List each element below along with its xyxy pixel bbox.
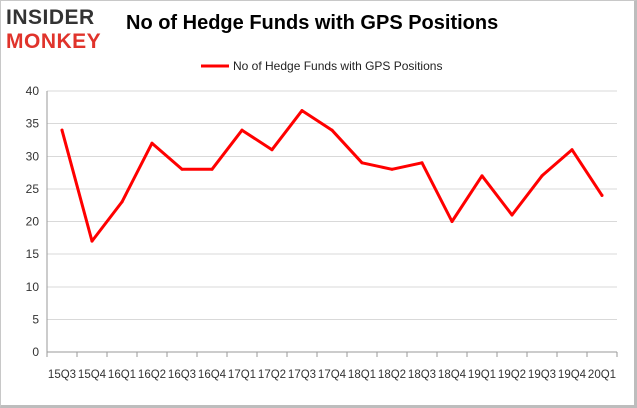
y-tick-label-25: 25 xyxy=(26,182,40,196)
x-tick-label-17Q4: 17Q4 xyxy=(318,369,347,381)
y-tick-label-15: 15 xyxy=(26,247,40,261)
x-tick-label-20Q1: 20Q1 xyxy=(588,369,616,381)
data-point-15Q3 xyxy=(60,128,64,132)
x-tick-label-18Q3: 18Q3 xyxy=(408,369,436,381)
data-point-15Q4 xyxy=(90,239,94,243)
x-tick-label-15Q4: 15Q4 xyxy=(78,369,107,381)
x-tick-label-17Q1: 17Q1 xyxy=(228,369,256,381)
x-tick-label-18Q4: 18Q4 xyxy=(438,369,467,381)
data-point-20Q1 xyxy=(600,193,604,197)
data-point-18Q1 xyxy=(360,161,364,165)
x-tick-label-19Q3: 19Q3 xyxy=(528,369,556,381)
data-point-16Q4 xyxy=(210,167,214,171)
data-point-19Q4 xyxy=(570,148,574,152)
y-tick-label-30: 30 xyxy=(26,149,40,163)
x-tick-label-17Q3: 17Q3 xyxy=(288,369,316,381)
data-point-18Q3 xyxy=(420,161,424,165)
x-tick-label-19Q2: 19Q2 xyxy=(498,369,526,381)
data-point-19Q3 xyxy=(540,174,544,178)
x-tick-label-15Q3: 15Q3 xyxy=(48,369,76,381)
data-point-18Q4 xyxy=(450,220,454,223)
y-tick-label-5: 5 xyxy=(32,312,39,326)
y-tick-label-35: 35 xyxy=(26,117,40,131)
x-tick-label-19Q1: 19Q1 xyxy=(468,369,496,381)
x-tick-label-18Q2: 18Q2 xyxy=(378,369,406,381)
data-point-17Q1 xyxy=(240,128,244,132)
data-point-16Q2 xyxy=(150,141,154,145)
y-tick-label-20: 20 xyxy=(26,215,40,229)
x-tick-label-16Q1: 16Q1 xyxy=(108,369,136,381)
y-tick-label-0: 0 xyxy=(32,345,39,359)
y-tick-label-40: 40 xyxy=(26,84,40,98)
logo-text-top: INSIDER xyxy=(6,6,95,29)
data-point-16Q1 xyxy=(120,200,124,204)
insider-monkey-logo: INSIDER MONKEY xyxy=(6,6,116,58)
data-point-17Q4 xyxy=(330,128,334,132)
data-point-19Q2 xyxy=(510,213,514,217)
x-tick-label-19Q4: 19Q4 xyxy=(558,369,587,381)
data-point-17Q2 xyxy=(270,148,274,152)
data-point-19Q1 xyxy=(480,174,484,178)
logo-text-bottom: MONKEY xyxy=(6,30,102,53)
data-point-17Q3 xyxy=(300,109,304,113)
x-tick-label-17Q2: 17Q2 xyxy=(258,369,286,381)
x-tick-label-16Q2: 16Q2 xyxy=(138,369,166,381)
chart-title: No of Hedge Funds with GPS Positions xyxy=(126,12,499,34)
data-point-16Q3 xyxy=(180,167,184,171)
legend-label: No of Hedge Funds with GPS Positions xyxy=(233,59,442,73)
x-tick-label-18Q1: 18Q1 xyxy=(348,369,376,381)
x-tick-label-16Q4: 16Q4 xyxy=(198,369,227,381)
y-tick-label-10: 10 xyxy=(26,280,40,294)
x-tick-label-16Q3: 16Q3 xyxy=(168,369,196,381)
data-point-18Q2 xyxy=(390,167,394,171)
